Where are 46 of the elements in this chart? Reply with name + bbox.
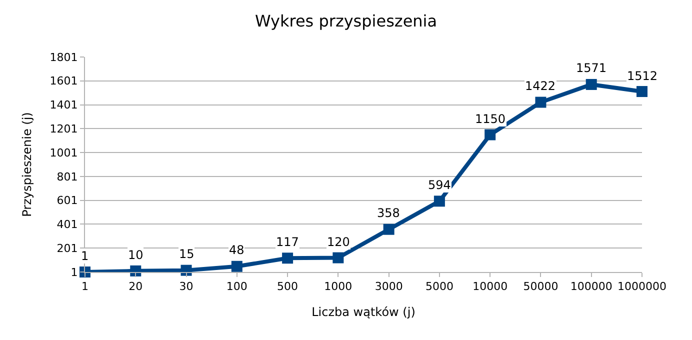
y-tick-label: 1 xyxy=(70,266,78,279)
y-tick-label: 1201 xyxy=(50,122,78,136)
data-label: 1571 xyxy=(576,61,607,75)
data-label: 358 xyxy=(377,206,400,220)
data-label: 15 xyxy=(179,247,194,261)
y-tick-label: 1601 xyxy=(50,74,78,88)
y-tick-label: 1801 xyxy=(50,50,78,64)
data-label: 1512 xyxy=(627,69,658,83)
data-label: 48 xyxy=(229,243,244,257)
y-tick-label: 1001 xyxy=(50,146,78,160)
y-tick-label: 1401 xyxy=(50,98,78,112)
chart-title: Wykres przyspieszenia xyxy=(254,12,438,30)
x-axis-title: Liczba wątków (j) xyxy=(312,305,416,320)
data-label: 10 xyxy=(128,248,144,262)
point xyxy=(231,260,242,272)
y-axis-title: Przyspieszenie (j) xyxy=(20,112,34,217)
x-tick-label: 1 xyxy=(82,280,88,294)
x-tick-label: 1000 xyxy=(324,280,352,294)
data-label: 1 xyxy=(81,249,89,263)
point xyxy=(586,78,597,90)
data-label: 120 xyxy=(327,235,350,249)
x-tick-label: 500 xyxy=(277,280,298,294)
data-label: 594 xyxy=(428,178,451,192)
x-tick-label: 20 xyxy=(128,280,143,294)
point xyxy=(332,252,344,264)
point xyxy=(434,196,445,207)
y-tick-label: 401 xyxy=(56,218,78,232)
y-tick-label: 601 xyxy=(56,194,78,208)
point xyxy=(282,252,294,264)
x-tick-label: 1000000 xyxy=(618,280,666,294)
x-tick-label: 100 xyxy=(226,280,248,294)
point xyxy=(535,96,546,108)
point xyxy=(383,224,394,235)
data-label: 1422 xyxy=(525,79,556,93)
y-tick-label: 201 xyxy=(56,242,78,255)
x-tick-label: 10000 xyxy=(472,280,508,294)
data-label: 1150 xyxy=(475,112,506,126)
x-tick-label: 3000 xyxy=(374,280,403,294)
y-tick-label: 801 xyxy=(56,170,78,184)
point xyxy=(636,86,648,98)
x-tick-label: 5000 xyxy=(425,280,454,294)
data-label: 117 xyxy=(276,235,299,249)
x-tick-label: 50000 xyxy=(523,280,558,294)
x-tick-label: 100000 xyxy=(570,280,612,294)
point xyxy=(484,129,496,140)
x-tick-label: 30 xyxy=(179,280,194,294)
